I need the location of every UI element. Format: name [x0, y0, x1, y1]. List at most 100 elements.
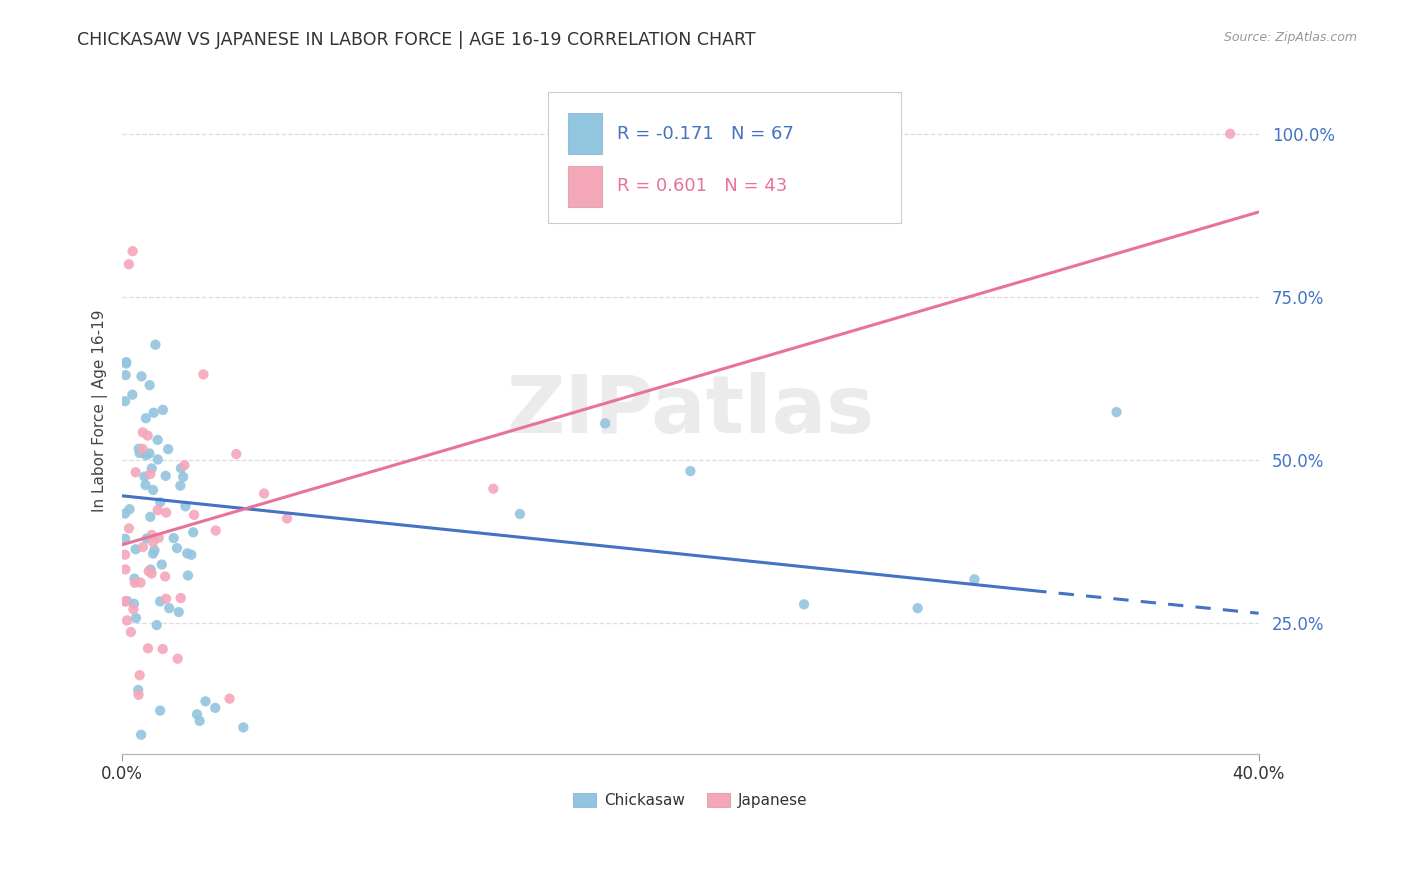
Point [163, 531, 186, 545]
Point [132, 540, 155, 554]
Point [125, 611, 148, 625]
Point [129, 728, 152, 742]
Point [204, 701, 226, 715]
Point [157, 442, 180, 457]
Point [122, 602, 145, 616]
Point [143, 543, 166, 558]
Point [115, 356, 138, 370]
Point [167, 605, 190, 619]
Point [169, 478, 191, 492]
Point [124, 575, 146, 590]
Point [121, 244, 143, 259]
Point [218, 691, 240, 706]
Point [124, 542, 146, 557]
Point [1105, 405, 1128, 419]
Point [127, 683, 149, 698]
Point [963, 572, 986, 586]
Point [141, 566, 163, 581]
Legend: Chickasaw, Japanese: Chickasaw, Japanese [567, 787, 814, 814]
Point [194, 694, 217, 708]
Point [139, 467, 162, 481]
Point [118, 521, 141, 535]
Point [114, 532, 136, 546]
Point [155, 468, 177, 483]
Text: CHICKASAW VS JAPANESE IN LABOR FORCE | AGE 16-19 CORRELATION CHART: CHICKASAW VS JAPANESE IN LABOR FORCE | A… [77, 31, 756, 49]
Point [149, 594, 172, 608]
Point [122, 597, 145, 611]
Point [142, 483, 165, 497]
Point [114, 594, 136, 608]
Point [141, 461, 163, 475]
Point [149, 704, 172, 718]
FancyBboxPatch shape [568, 113, 602, 154]
Point [118, 502, 141, 516]
Point [204, 524, 226, 538]
Point [136, 428, 159, 442]
Y-axis label: In Labor Force | Age 16-19: In Labor Force | Age 16-19 [93, 310, 108, 512]
Point [593, 417, 616, 431]
Point [170, 591, 193, 605]
Point [152, 402, 174, 417]
Point [138, 564, 160, 578]
Point [166, 652, 188, 666]
Point [186, 707, 208, 722]
Point [131, 369, 153, 384]
FancyBboxPatch shape [548, 93, 901, 223]
Point [114, 562, 136, 576]
Point [155, 506, 177, 520]
Point [114, 548, 136, 562]
Point [232, 720, 254, 734]
Point [177, 568, 200, 582]
Point [188, 714, 211, 728]
Point [128, 668, 150, 682]
Point [146, 503, 169, 517]
Point [174, 500, 197, 514]
Point [146, 433, 169, 447]
Point [145, 618, 167, 632]
FancyBboxPatch shape [568, 166, 602, 207]
Point [180, 548, 202, 562]
Point [1219, 127, 1241, 141]
Point [193, 368, 215, 382]
Text: R = 0.601   N = 43: R = 0.601 N = 43 [616, 178, 787, 195]
Point [509, 507, 531, 521]
Point [225, 447, 247, 461]
Point [118, 257, 141, 271]
Point [135, 448, 157, 462]
Point [114, 507, 136, 521]
Point [139, 562, 162, 576]
Point [138, 378, 160, 392]
Point [176, 546, 198, 560]
Point [115, 594, 138, 608]
Point [121, 387, 143, 401]
Text: ZIPatlas: ZIPatlas [506, 372, 875, 450]
Text: Source: ZipAtlas.com: Source: ZipAtlas.com [1223, 31, 1357, 45]
Point [149, 495, 172, 509]
Point [183, 508, 205, 522]
Point [124, 572, 146, 586]
Point [276, 511, 298, 525]
Point [136, 641, 159, 656]
Point [142, 406, 165, 420]
Point [135, 411, 157, 425]
Point [141, 528, 163, 542]
Point [129, 575, 152, 590]
Point [157, 601, 180, 615]
Point [142, 535, 165, 549]
Point [152, 642, 174, 657]
Point [114, 394, 136, 409]
Point [679, 464, 702, 478]
Point [120, 625, 142, 640]
Point [150, 558, 173, 572]
Point [134, 478, 156, 492]
Point [166, 541, 188, 556]
Point [145, 337, 167, 351]
Point [253, 486, 276, 500]
Text: R = -0.171   N = 67: R = -0.171 N = 67 [616, 125, 793, 143]
Point [114, 594, 136, 608]
Point [131, 442, 153, 456]
Point [142, 547, 165, 561]
Point [128, 442, 150, 456]
Point [148, 531, 170, 545]
Point [793, 597, 815, 611]
